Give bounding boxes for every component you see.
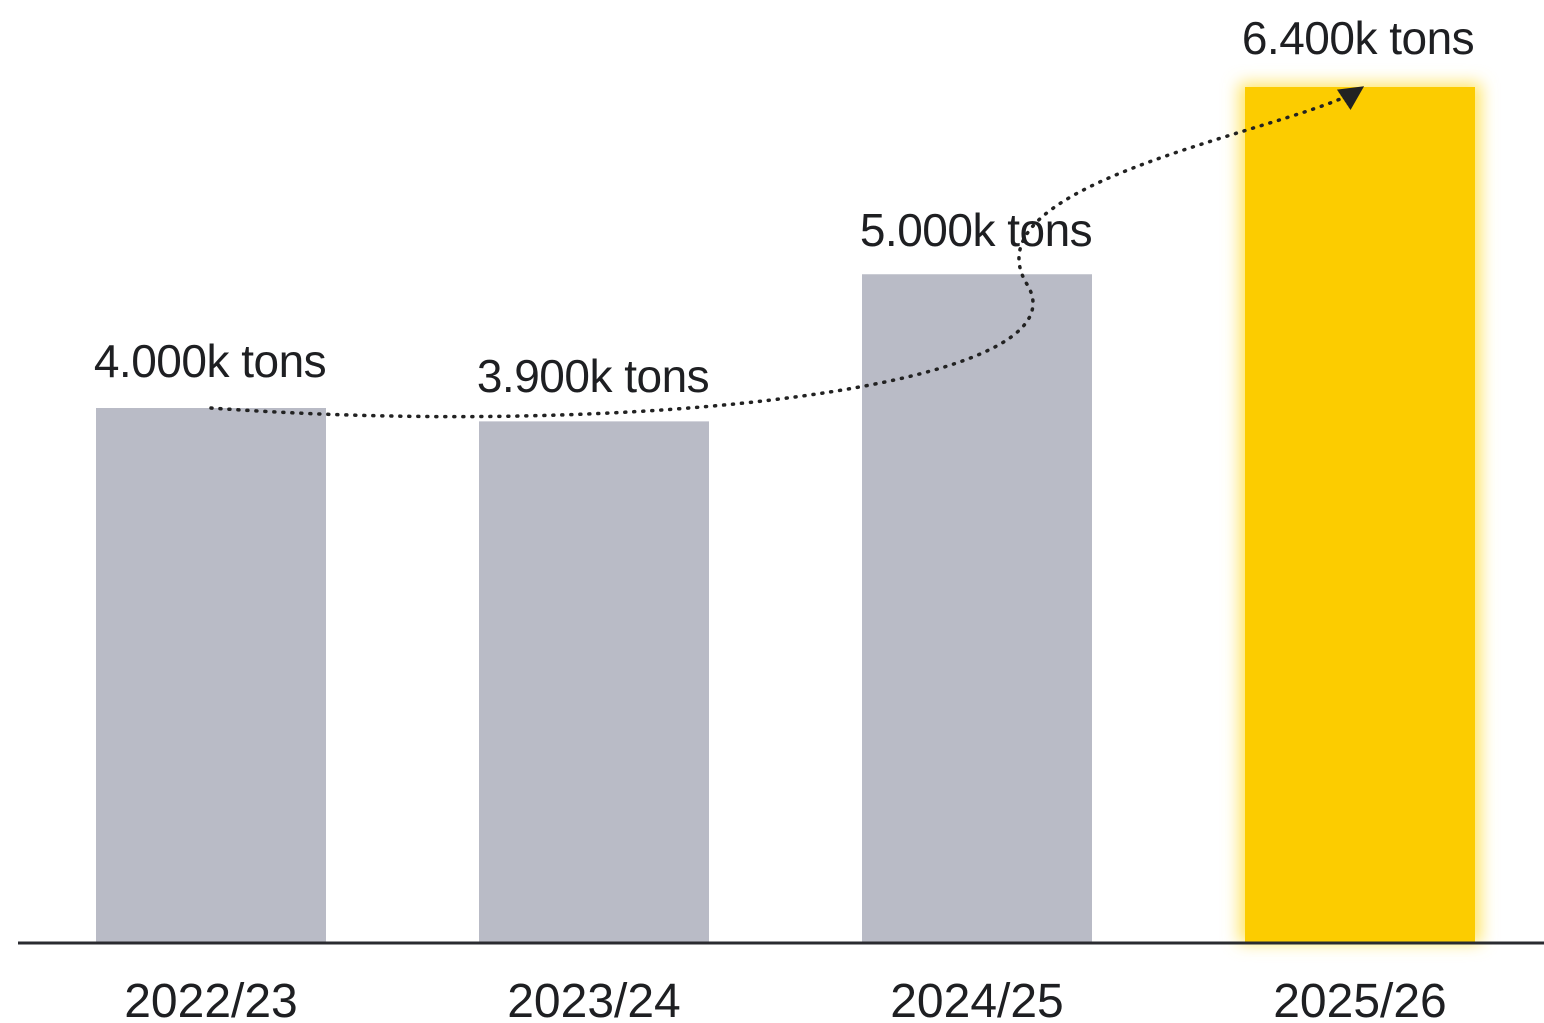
trend-arrow: [209, 86, 1365, 419]
bar-2022-23: [96, 408, 326, 943]
x-axis-ticks: 2022/23 2023/24 2024/25 2025/26: [124, 975, 1447, 1023]
x-tick-label: 2023/24: [507, 975, 681, 1023]
bars: [96, 83, 1481, 943]
data-label: 3.900k tons: [477, 350, 709, 402]
bar-2023-24: [479, 421, 709, 943]
data-label: 6.400k tons: [1242, 12, 1474, 64]
x-tick-label: 2024/25: [890, 975, 1064, 1023]
bar-2024-25: [862, 274, 1092, 943]
x-tick-label: 2022/23: [124, 975, 298, 1023]
data-label: 4.000k tons: [94, 335, 326, 387]
data-label: 5.000k tons: [860, 204, 1092, 256]
x-tick-label: 2025/26: [1273, 975, 1447, 1023]
bar-2025-26: [1245, 87, 1475, 943]
data-labels: 4.000k tons 3.900k tons 5.000k tons 6.400k …: [94, 12, 1475, 402]
